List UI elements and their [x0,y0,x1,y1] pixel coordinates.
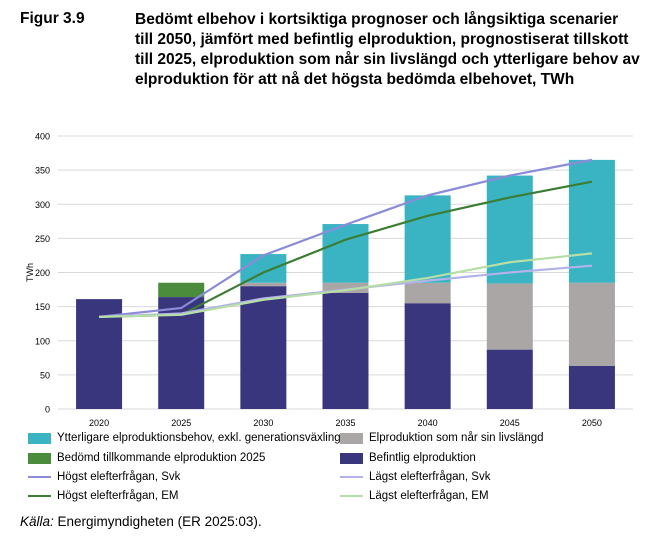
y-tick-label: 100 [35,336,50,346]
bar-segment [486,349,533,409]
bar-segment [486,175,533,284]
legend-label: Högst elefterfrågan, Svk [57,471,181,483]
series-line [99,252,593,318]
source-text: Energimyndigheten (ER 2025:03). [53,514,262,529]
legend-swatch [340,476,363,478]
legend-swatch [28,495,51,497]
legend-item: Lägst elefterfrågan, Svk [340,471,490,483]
legend-swatch [28,476,51,478]
x-tick-label: 2035 [335,418,355,428]
legend-item: Högst elefterfrågan, EM [28,490,178,502]
legend-item: Högst elefterfrågan, Svk [28,471,180,483]
legend-swatch [340,432,363,444]
bar-segment [240,286,287,409]
legend-label: Lägst elefterfrågan, Svk [369,471,491,483]
source-note: Källa: Energimyndigheten (ER 2025:03). [20,514,262,529]
y-tick-label: 350 [35,166,50,176]
series-line [98,158,593,318]
legend-label: Ytterligare elproduktionsbehov, exkl. ge… [57,432,341,444]
chart: 0 50 100 150 200 250 300 350 400 TWh 2020 2025 2030 2… [25,132,633,428]
legend-label: Elproduktion som når sin livslängd [369,432,544,444]
legend-item: Ytterligare elproduktionsbehov, exkl. ge… [28,432,341,444]
legend-label: Högst elefterfrågan, EM [57,490,179,502]
y-tick-label: 150 [35,302,50,312]
bar-segment [568,282,615,367]
bar-segment [322,282,369,293]
x-tick-label: 2020 [89,418,109,428]
bar-segment [486,283,533,350]
bar-segment [240,254,287,283]
legend-swatch [340,495,363,497]
x-tick-label: 2045 [500,418,520,428]
y-axis-label: TWh [25,263,35,282]
legend-label: Befintlig elproduktion [369,452,476,464]
bar-segment [158,282,205,298]
y-tick-label: 300 [35,200,50,210]
x-tick-label: 2030 [253,418,273,428]
bar-segment [404,282,451,304]
bar-segment [404,303,451,409]
x-tick-label: 2025 [171,418,191,428]
y-tick-label: 0 [45,405,50,415]
legend-item: Elproduktion som når sin livslängd [340,432,544,444]
bar-segment [322,292,369,409]
x-tick-label: 2040 [418,418,438,428]
legend-label: Lägst elefterfrågan, EM [369,490,489,502]
bar-segment [404,195,451,283]
legend-item: Bedömd tillkommande elproduktion 2025 [28,452,265,464]
bar-segment [322,224,369,283]
legend-item: Befintlig elproduktion [340,452,476,464]
figure-label: Figur 3.9 [20,10,85,27]
source-label: Källa: [20,514,54,529]
figure-title: Bedömt elbehov i kortsiktiga prognoser o… [135,11,640,88]
y-tick-label: 400 [35,132,50,142]
y-tick-label: 50 [40,370,50,380]
y-tick-label: 200 [35,268,50,278]
bar-segment [568,159,615,283]
legend-item: Lägst elefterfrågan, EM [340,490,489,502]
legend-swatch [340,452,363,464]
legend-swatch [28,432,51,444]
bar-segment [240,282,287,287]
x-tick-label: 2050 [582,418,602,428]
legend-label: Bedömd tillkommande elproduktion 2025 [57,452,266,464]
bar-segment [568,366,615,409]
legend-swatch [28,452,51,464]
y-tick-label: 250 [35,234,50,244]
